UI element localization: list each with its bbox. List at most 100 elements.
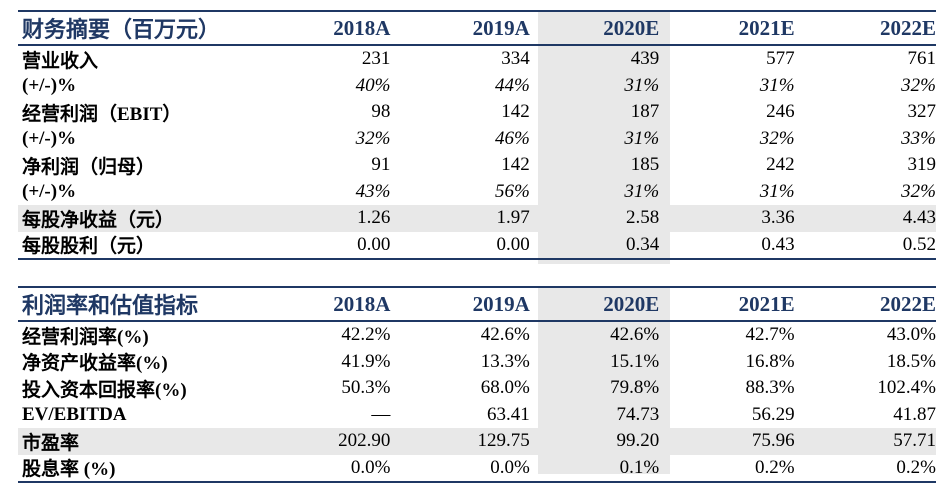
cell-value: 32%: [355, 127, 391, 149]
year-header: 2019A: [472, 291, 530, 316]
row-label: (+/-)%: [22, 180, 77, 202]
cell-value: 327: [907, 101, 937, 123]
cell-value: 31%: [624, 180, 660, 202]
cell-value: 0.0%: [490, 456, 530, 478]
cell-value: 0.00: [357, 233, 391, 255]
cell-value: 42.7%: [745, 324, 795, 346]
cell-value: 0.00: [496, 233, 530, 255]
row-label: 每股净收益（元）: [22, 209, 175, 231]
cell-value: 33%: [901, 127, 936, 149]
table-title: 财务摘要（百万元）: [22, 17, 221, 42]
cell-value: 16.8%: [745, 350, 795, 372]
table-row: 市盈率 202.90 129.75 99.20 75.96 57.71: [18, 428, 936, 455]
table-row: EV/EBITDA — 63.41 74.73 56.29 41.87: [18, 402, 936, 429]
cell-value: 75.96: [751, 430, 795, 452]
cell-value: 31%: [759, 180, 795, 202]
cell-value: 74.73: [616, 403, 660, 425]
year-header: 2018A: [333, 291, 391, 316]
row-label: 经营利润（EBIT）: [22, 103, 182, 125]
table-row: (+/-)% 32% 46% 31% 32% 33%: [18, 126, 936, 153]
table-title: 利润率和估值指标: [22, 293, 199, 318]
row-label: (+/-)%: [22, 127, 77, 149]
table-row: 经营利润（EBIT） 98 142 187 246 327: [18, 99, 936, 126]
cell-value: 32%: [759, 127, 795, 149]
table-header: 利润率和估值指标 2018A 2019A 2020E 2021E 2022E: [18, 286, 936, 322]
cell-value: 577: [766, 48, 795, 70]
table-row: 股息率 (%) 0.0% 0.0% 0.1% 0.2% 0.2%: [18, 455, 936, 483]
cell-value: 18.5%: [886, 350, 936, 372]
cell-value: 142: [501, 154, 530, 176]
cell-value: 42.2%: [341, 324, 391, 346]
cell-value: 44%: [494, 74, 530, 96]
cell-value: 79.8%: [610, 377, 660, 399]
cell-value: 88.3%: [745, 377, 795, 399]
cell-value: 187: [630, 101, 660, 123]
cell-value: 0.52: [902, 233, 936, 255]
table-row: 投入资本回报率(%) 50.3% 68.0% 79.8% 88.3% 102.4…: [18, 375, 936, 402]
cell-value: —: [371, 403, 391, 425]
cell-value: 31%: [624, 74, 660, 96]
table-row: (+/-)% 43% 56% 31% 31% 32%: [18, 179, 936, 206]
margin-valuation-table: 利润率和估值指标 2018A 2019A 2020E 2021E 2022E 经…: [18, 286, 936, 483]
cell-value: 50.3%: [341, 377, 391, 399]
cell-value: 32%: [901, 74, 936, 96]
row-label: EV/EBITDA: [22, 403, 127, 425]
cell-value: 41.9%: [341, 350, 391, 372]
cell-value: 3.36: [761, 207, 795, 229]
cell-value: 15.1%: [610, 350, 660, 372]
cell-value: 2.58: [625, 207, 660, 229]
row-label: 市盈率: [22, 432, 80, 454]
table-row: 每股净收益（元） 1.26 1.97 2.58 3.36 4.43: [18, 205, 936, 232]
cell-value: 334: [501, 48, 530, 70]
year-header: 2022E: [879, 15, 936, 40]
table-row: 每股股利（元） 0.00 0.00 0.34 0.43 0.52: [18, 232, 936, 260]
cell-value: 761: [907, 48, 937, 70]
cell-value: 0.2%: [755, 456, 795, 478]
cell-value: 57.71: [893, 430, 936, 452]
cell-value: 1.26: [357, 207, 391, 229]
cell-value: 246: [766, 101, 795, 123]
row-label: (+/-)%: [22, 74, 77, 96]
cell-value: 68.0%: [480, 377, 530, 399]
cell-value: 439: [630, 48, 660, 70]
row-label: 投入资本回报率(%): [22, 379, 187, 401]
cell-value: 40%: [355, 74, 391, 96]
cell-value: 91: [371, 154, 391, 176]
row-label: 股息率 (%): [22, 459, 116, 481]
year-header: 2021E: [738, 291, 795, 316]
year-header: 2021E: [738, 15, 795, 40]
cell-value: 0.34: [625, 233, 660, 255]
year-header: 2018A: [333, 15, 391, 40]
row-label: 净资产收益率(%): [22, 353, 168, 375]
financial-summary-table: 财务摘要（百万元） 2018A 2019A 2020E 2021E 2022E …: [18, 10, 937, 264]
cell-value: 1.97: [496, 207, 530, 229]
cell-value: 32%: [901, 180, 936, 202]
cell-value: 46%: [494, 127, 530, 149]
cell-value: 231: [361, 48, 391, 70]
row-label: 每股股利（元）: [22, 236, 156, 258]
cell-value: 142: [501, 101, 530, 123]
cell-value: 31%: [759, 74, 795, 96]
cell-value: 4.43: [902, 207, 936, 229]
table-row: 净资产收益率(%) 41.9% 13.3% 15.1% 16.8% 18.5%: [18, 349, 936, 376]
cell-value: 102.4%: [877, 377, 936, 399]
cell-value: 42.6%: [480, 324, 530, 346]
cell-value: 202.90: [338, 430, 391, 452]
cell-value: 319: [907, 154, 937, 176]
cell-value: 56%: [494, 180, 530, 202]
cell-value: 185: [630, 154, 660, 176]
cell-value: 63.41: [487, 403, 530, 425]
year-header: 2019A: [472, 15, 530, 40]
cell-value: 31%: [624, 127, 660, 149]
year-header: 2022E: [879, 291, 936, 316]
cell-value: 43.0%: [886, 324, 936, 346]
cell-value: 56.29: [751, 403, 795, 425]
year-header: 2020E: [603, 291, 660, 316]
cell-value: 98: [371, 101, 391, 123]
cell-value: 43%: [355, 180, 391, 202]
cell-value: 0.2%: [896, 456, 936, 478]
row-label: 净利润（归母）: [22, 156, 156, 178]
cell-value: 0.0%: [350, 456, 391, 478]
cell-value: 41.87: [893, 403, 936, 425]
row-label: 营业收入: [22, 50, 99, 72]
